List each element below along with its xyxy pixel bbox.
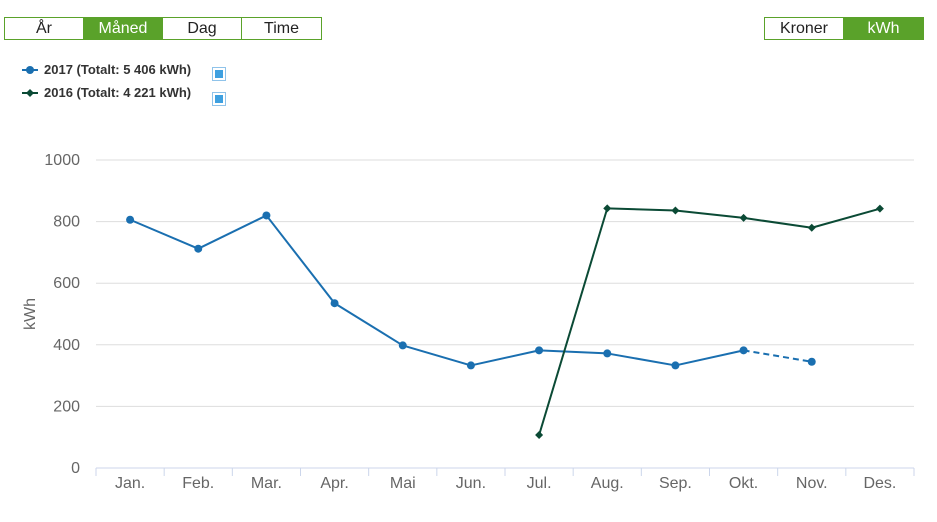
x-tick-label: Aug. [591, 475, 624, 492]
legend-item[interactable]: 2016 (Totalt: 4 221 kWh) [22, 81, 226, 106]
y-tick-label: 1000 [44, 152, 80, 169]
series-line-segment [607, 352, 676, 367]
series-line-segment [607, 207, 676, 212]
legend-marker-icon [22, 65, 38, 74]
legend-marker-icon [22, 88, 38, 97]
data-point [535, 431, 544, 440]
data-point [807, 357, 816, 366]
x-tick-label: Nov. [796, 475, 828, 492]
data-point [466, 361, 475, 370]
y-tick-label: 0 [71, 460, 80, 477]
y-tick-label: 800 [53, 214, 80, 231]
x-tick-label: Mai [390, 475, 416, 492]
tab-kwh[interactable]: kWh [844, 18, 923, 39]
series-line-segment [538, 208, 609, 436]
y-tick-label: 200 [53, 398, 80, 415]
chart-legend: 2017 (Totalt: 5 406 kWh) 2016 (Totalt: 4 … [22, 58, 226, 106]
data-point [262, 211, 271, 220]
y-tick-label: 400 [53, 337, 80, 354]
series-line-segment [539, 349, 608, 355]
series-line-segment [197, 214, 267, 250]
x-tick-label: Jan. [115, 475, 145, 492]
x-tick-label: Jul. [527, 475, 552, 492]
data-point [194, 244, 203, 253]
data-point [739, 213, 748, 222]
legend-toggle-checkbox[interactable] [212, 92, 226, 106]
series-line-segment [129, 218, 199, 250]
tab-kroner[interactable]: Kroner [765, 18, 844, 39]
y-tick-label: 600 [53, 275, 80, 292]
x-tick-label: Jun. [456, 475, 486, 492]
x-tick-label: Sep. [659, 475, 692, 492]
series-line-segment [675, 209, 744, 219]
series-line-segment [265, 214, 336, 304]
tab-måned[interactable]: Måned [84, 18, 163, 39]
series-line-segment [470, 349, 540, 367]
legend-toggle-checkbox[interactable] [212, 67, 226, 81]
tab-dag[interactable]: Dag [163, 18, 242, 39]
series-line-segment [675, 349, 744, 367]
data-point [807, 223, 816, 232]
tab-år[interactable]: År [5, 18, 84, 39]
legend-label: 2017 (Totalt: 5 406 kWh) [44, 62, 192, 77]
series-line-segment [743, 349, 812, 363]
data-point [126, 215, 135, 224]
x-tick-label: Mar. [251, 475, 282, 492]
data-point [671, 206, 680, 215]
series-line-segment [811, 207, 881, 229]
data-point [875, 204, 884, 213]
x-tick-label: Apr. [320, 475, 348, 492]
data-point [535, 346, 544, 355]
data-point [671, 361, 680, 370]
x-tick-label: Feb. [182, 475, 214, 492]
data-point [603, 349, 612, 358]
legend-item[interactable]: 2017 (Totalt: 5 406 kWh) [22, 58, 226, 81]
data-point [398, 341, 407, 350]
series-line-segment [334, 302, 404, 347]
data-point [603, 204, 612, 213]
period-selector: År Måned Dag Time [4, 17, 322, 40]
y-axis-title: kWh [22, 298, 39, 330]
legend-label: 2016 (Totalt: 4 221 kWh) [44, 85, 192, 100]
x-tick-label: Okt. [729, 475, 758, 492]
tab-time[interactable]: Time [242, 18, 321, 39]
series-line-segment [743, 216, 812, 229]
unit-selector: Kroner kWh [764, 17, 924, 40]
data-point [330, 299, 339, 308]
series-line-segment [402, 344, 472, 367]
data-point [739, 346, 748, 355]
x-tick-label: Des. [863, 475, 896, 492]
